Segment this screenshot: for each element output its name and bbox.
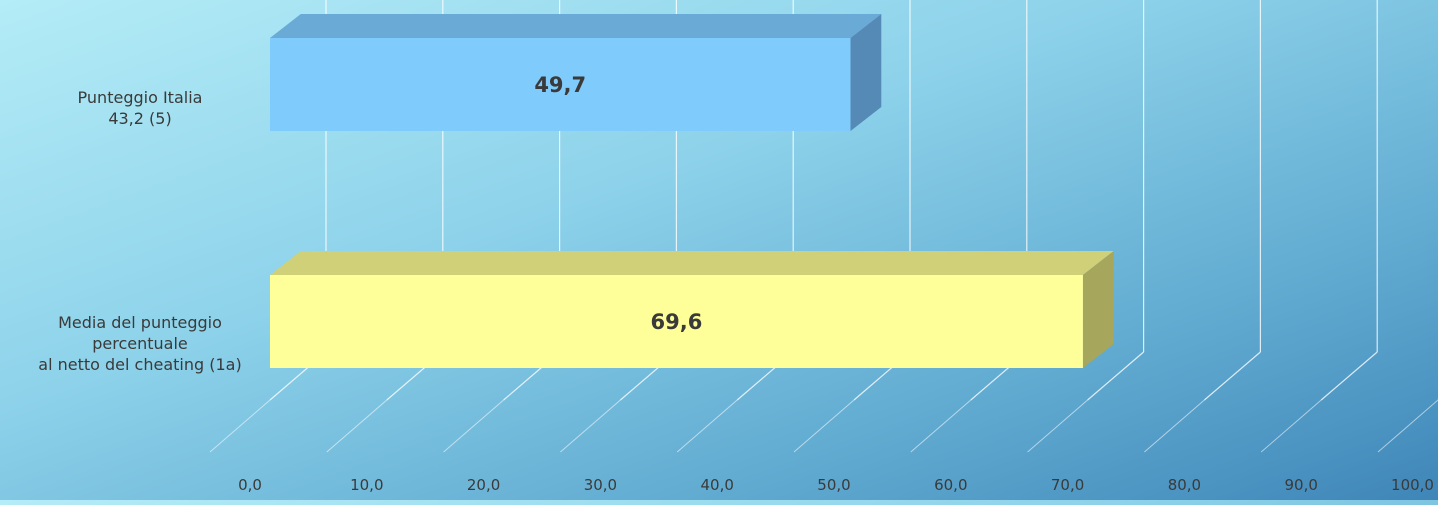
x-tick-label-2: 20,0 [466,476,501,494]
x-tick-label-8: 80,0 [1167,476,1202,494]
gridline-floor-front-5 [793,399,855,453]
gridline-floor-front-6 [910,399,972,453]
x-tick-label-3: 30,0 [583,476,618,494]
x-tick-label-0: 0,0 [238,476,262,494]
gridline-floor-front-4 [676,399,738,453]
bar-0 [270,38,851,131]
x-tick-label-1: 10,0 [350,476,384,494]
x-tick-label-5: 50,0 [817,476,851,494]
bar-side-face-0 [850,14,882,131]
gridline-floor-front-2 [443,399,504,453]
value-label-1: 69,6 [650,309,703,334]
category-label-0: Punteggio Italia 43,2 (5) [77,88,203,128]
x-tick-label-6: 60,0 [934,476,968,494]
gridline-floor-front-8 [1144,399,1205,453]
x-tick-label-4: 40,0 [700,476,734,494]
x-tick-label-7: 70,0 [1050,476,1085,494]
gridline-floor-front-10 [1377,399,1438,453]
gridline-floor-front-9 [1260,399,1322,453]
x-tick-label-9: 90,0 [1284,476,1318,494]
bar-top-face-0 [270,14,882,38]
gridline-floor-9 [1320,351,1378,401]
bar-top-face-1 [270,251,1114,275]
category-label-1: Media del punteggio percentuale al netto… [38,312,242,374]
gridline-floor-8 [1204,351,1261,401]
gridline-floor-front-0 [209,399,271,453]
gridline-floor-front-1 [326,399,388,453]
x-tick-label-10: 100,0 [1391,476,1434,494]
gridline-floor-7 [1087,351,1144,401]
gridline-floor-front-3 [560,399,621,453]
value-label-0: 49,7 [534,72,587,97]
gridline-floor-front-7 [1027,399,1088,453]
bar-1 [270,275,1083,368]
bar-side-face-1 [1082,251,1114,368]
